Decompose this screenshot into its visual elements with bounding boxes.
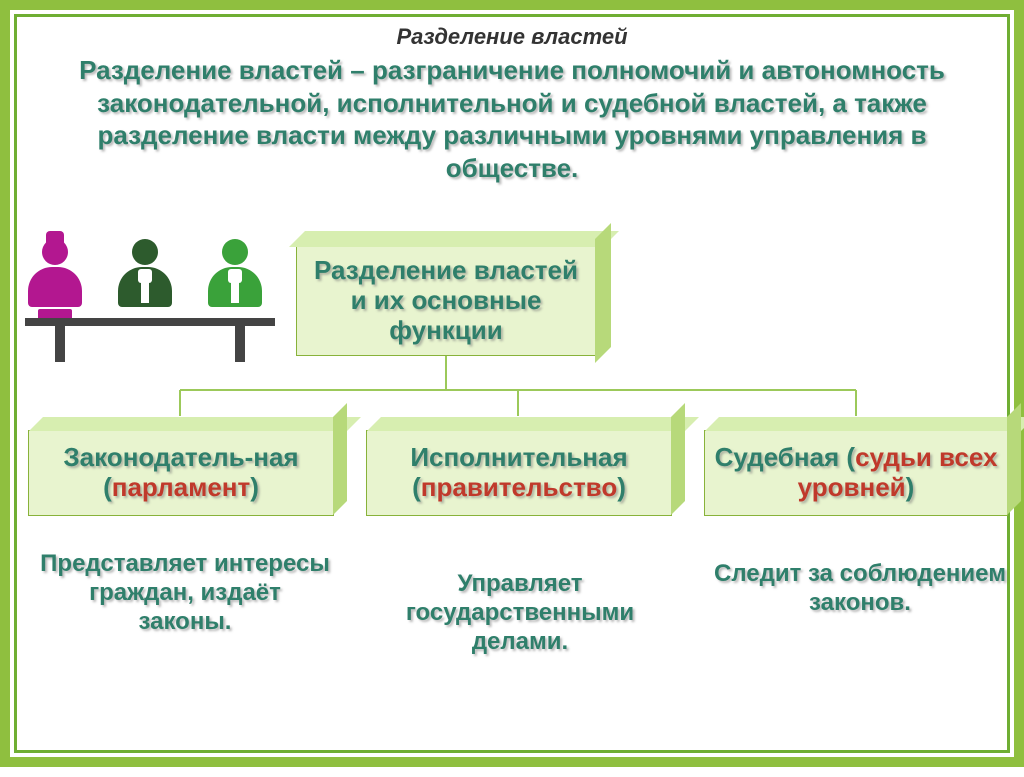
box-top-face [29,417,361,431]
definition-text: Разделение властей – разграничение полно… [30,54,994,184]
box-top-face [289,231,619,247]
branch-legislative: Законодатель-ная (парламент) [28,430,334,516]
root-label: Разделение властей и их основные функции [307,256,585,346]
desc-legislative: Представляет интересы граждан, издаёт за… [40,550,330,636]
definition-term: Разделение властей – [79,55,372,85]
official-icon [110,239,180,319]
box-right-face [671,403,685,515]
box-right-face [333,403,347,515]
branch-label: Судебная (судьи всех уровней) [711,443,1001,503]
person-icon [200,239,270,319]
box-top-face [367,417,699,431]
branch-label: Исполнительная (правительство) [373,443,665,503]
branch-executive: Исполнительная (правительство) [366,430,672,516]
judge-icon [20,239,90,319]
page-title: Разделение властей [10,24,1014,50]
people-clipart [20,225,280,345]
box-right-face [1007,403,1021,515]
desc-judicial: Следит за соблюдением законов. [710,560,1010,618]
desk-icon [25,318,275,340]
box-right-face [595,223,611,363]
box-top-face [705,417,1024,431]
root-node: Разделение властей и их основные функции [296,246,596,356]
branch-label: Законодатель-ная (парламент) [35,443,327,503]
branch-judicial: Судебная (судьи всех уровней) [704,430,1008,516]
slide-outer: Разделение властей Разделение властей – … [0,0,1024,767]
desc-executive: Управляет государственными делами. [370,570,670,656]
